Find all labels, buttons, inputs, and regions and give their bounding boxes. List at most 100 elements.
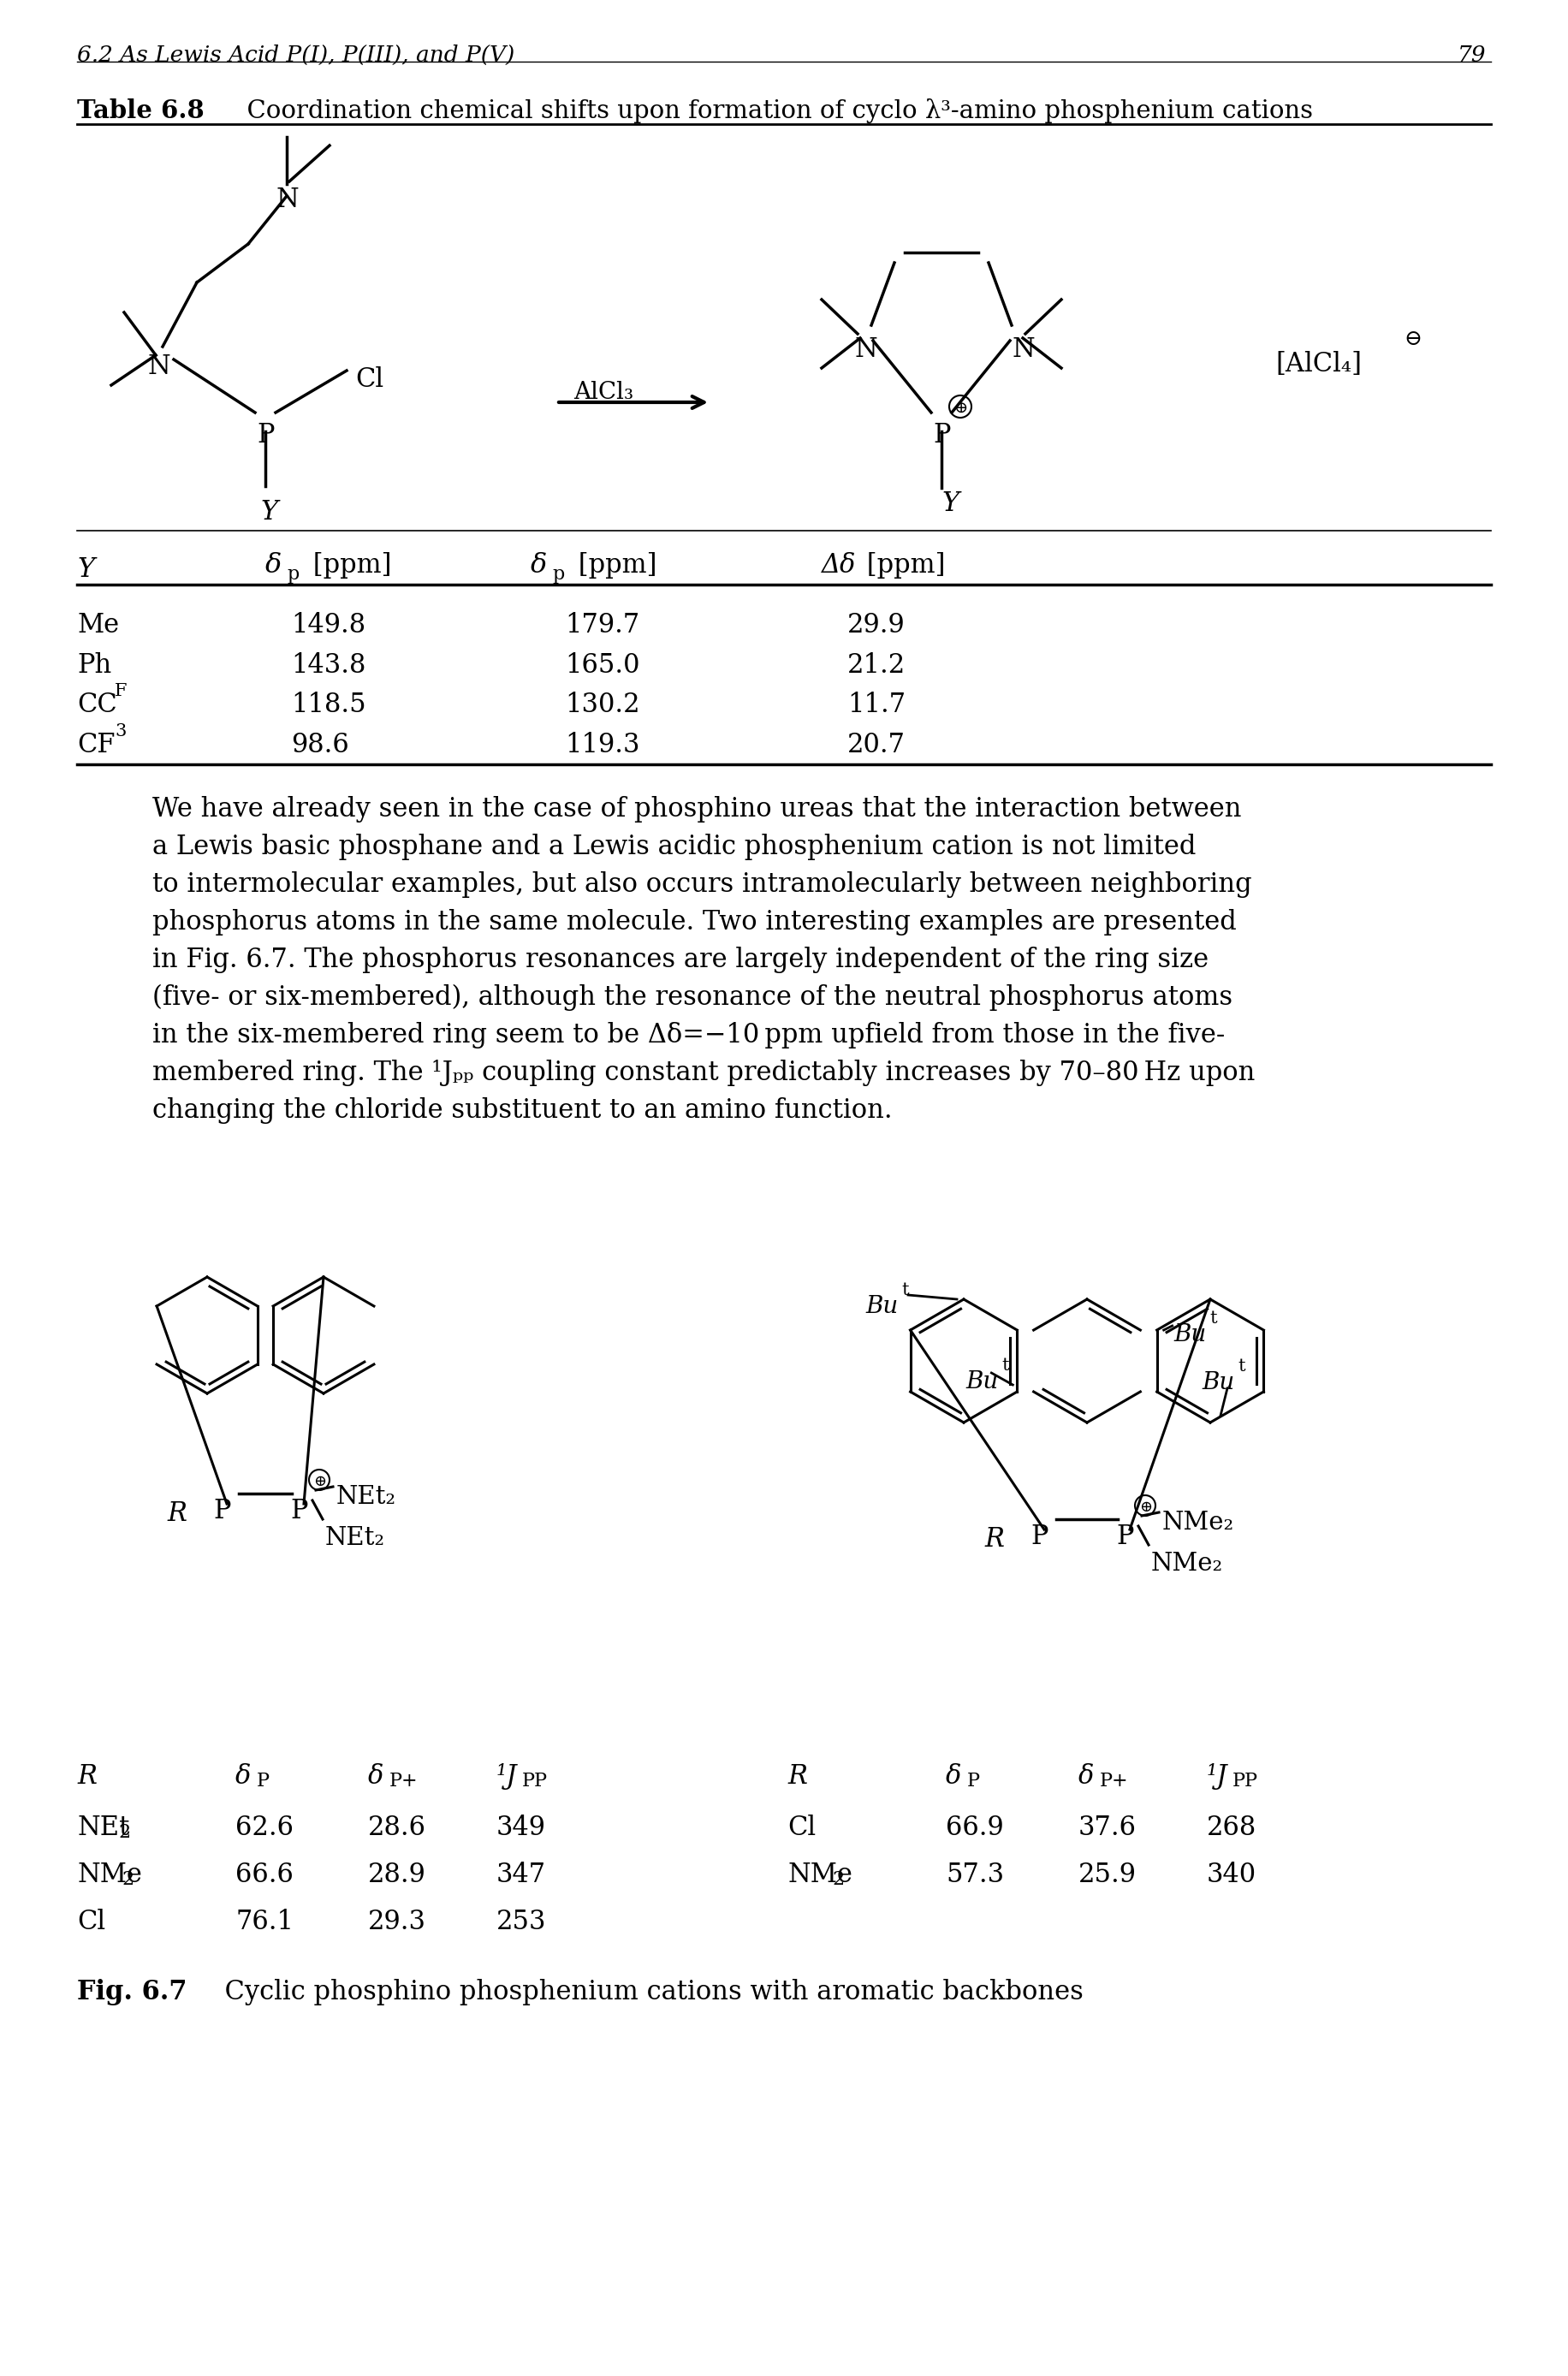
Text: p: p — [287, 565, 299, 584]
Text: N: N — [1011, 337, 1035, 364]
Text: P: P — [1030, 1523, 1047, 1549]
Text: δ: δ — [530, 551, 547, 580]
Text: δ: δ — [946, 1763, 961, 1789]
Text: P+: P+ — [389, 1772, 419, 1792]
Text: Δδ: Δδ — [822, 551, 856, 580]
Text: P: P — [967, 1772, 980, 1792]
Text: membered ring. The ¹Jₚₚ coupling constant predictably increases by 70–80 Hz upon: membered ring. The ¹Jₚₚ coupling constan… — [152, 1060, 1254, 1086]
Text: P: P — [933, 423, 950, 449]
Text: ⊕: ⊕ — [955, 402, 969, 416]
Text: CC: CC — [77, 691, 118, 718]
Text: Fig. 6.7: Fig. 6.7 — [77, 1979, 187, 2005]
Text: Cl: Cl — [356, 366, 384, 392]
Text: in Fig. 6.7. The phosphorus resonances are largely independent of the ring size: in Fig. 6.7. The phosphorus resonances a… — [152, 946, 1209, 974]
Text: δ: δ — [235, 1763, 251, 1789]
Text: Bu: Bu — [1201, 1371, 1234, 1395]
Text: ¹J: ¹J — [1207, 1763, 1228, 1789]
Text: [ppm]: [ppm] — [304, 551, 392, 580]
Text: ⊕: ⊕ — [314, 1473, 326, 1490]
Text: 66.6: 66.6 — [235, 1863, 293, 1889]
Text: AlCl₃: AlCl₃ — [574, 380, 633, 404]
Text: NEt₂: NEt₂ — [337, 1485, 397, 1509]
Text: Cyclic phosphino phosphenium cations with aromatic backbones: Cyclic phosphino phosphenium cations wit… — [209, 1979, 1083, 2005]
Text: 2: 2 — [122, 1870, 133, 1889]
Text: 79: 79 — [1458, 45, 1486, 67]
Text: changing the chloride substituent to an amino function.: changing the chloride substituent to an … — [152, 1098, 892, 1124]
Text: 347: 347 — [497, 1863, 546, 1889]
Text: [ppm]: [ppm] — [571, 551, 657, 580]
Text: 76.1: 76.1 — [235, 1908, 293, 1934]
Text: N: N — [276, 188, 298, 214]
Text: [AlCl₄]: [AlCl₄] — [1275, 352, 1361, 378]
Text: R: R — [787, 1763, 808, 1789]
Text: NMe: NMe — [77, 1863, 143, 1889]
Text: 179.7: 179.7 — [564, 613, 640, 639]
Text: in the six-membered ring seem to be Δδ=−10 ppm upfield from those in the five-: in the six-membered ring seem to be Δδ=−… — [152, 1022, 1225, 1048]
Text: 29.3: 29.3 — [368, 1908, 426, 1934]
Text: R: R — [166, 1499, 187, 1528]
Text: P+: P+ — [1099, 1772, 1129, 1792]
Text: 119.3: 119.3 — [564, 732, 640, 758]
Text: Me: Me — [77, 613, 119, 639]
Text: Coordination chemical shifts upon formation of cyclo λ³-amino phosphenium cation: Coordination chemical shifts upon format… — [230, 97, 1312, 124]
Text: 349: 349 — [497, 1815, 546, 1841]
Text: NEt₂: NEt₂ — [325, 1525, 386, 1549]
Text: 11.7: 11.7 — [847, 691, 906, 718]
Text: 130.2: 130.2 — [564, 691, 640, 718]
Text: 149.8: 149.8 — [292, 613, 365, 639]
Text: Y: Y — [941, 489, 958, 518]
Text: Table 6.8: Table 6.8 — [77, 97, 204, 124]
Text: Cl: Cl — [787, 1815, 815, 1841]
Text: R: R — [985, 1525, 1004, 1552]
Text: 340: 340 — [1207, 1863, 1256, 1889]
Text: δ: δ — [368, 1763, 384, 1789]
Text: Bu: Bu — [1174, 1323, 1207, 1347]
Text: δ: δ — [265, 551, 282, 580]
Text: 98.6: 98.6 — [292, 732, 350, 758]
Text: R: R — [77, 1763, 97, 1789]
Text: phosphorus atoms in the same molecule. Two interesting examples are presented: phosphorus atoms in the same molecule. T… — [152, 910, 1237, 936]
Text: Y: Y — [77, 556, 94, 582]
Text: 57.3: 57.3 — [946, 1863, 1004, 1889]
Text: 66.9: 66.9 — [946, 1815, 1004, 1841]
Text: ⊖: ⊖ — [1403, 330, 1422, 349]
Text: PP: PP — [522, 1772, 547, 1792]
Text: [ppm]: [ppm] — [858, 551, 946, 580]
Text: ⊕: ⊕ — [1140, 1499, 1152, 1516]
Text: Bu: Bu — [966, 1371, 999, 1392]
Text: 29.9: 29.9 — [847, 613, 905, 639]
Text: PP: PP — [1232, 1772, 1258, 1792]
Text: NEt: NEt — [77, 1815, 130, 1841]
Text: P: P — [213, 1497, 230, 1525]
Text: NMe₂: NMe₂ — [1151, 1552, 1223, 1575]
Text: 2: 2 — [833, 1870, 844, 1889]
Text: P: P — [290, 1497, 307, 1525]
Text: CF: CF — [77, 732, 114, 758]
Text: P: P — [257, 423, 274, 449]
Text: 62.6: 62.6 — [235, 1815, 293, 1841]
Text: NMe₂: NMe₂ — [1162, 1511, 1234, 1535]
Text: (five- or six-membered), although the resonance of the neutral phosphorus atoms: (five- or six-membered), although the re… — [152, 984, 1232, 1012]
Text: Cl: Cl — [77, 1908, 105, 1934]
Text: t: t — [1002, 1357, 1010, 1373]
Text: Ph: Ph — [77, 651, 111, 680]
Text: F: F — [114, 682, 127, 699]
Text: δ: δ — [1079, 1763, 1094, 1789]
Text: p: p — [552, 565, 564, 584]
Text: 21.2: 21.2 — [847, 651, 906, 680]
Text: a Lewis basic phosphane and a Lewis acidic phosphenium cation is not limited: a Lewis basic phosphane and a Lewis acid… — [152, 834, 1196, 860]
Text: P: P — [1116, 1523, 1134, 1549]
Text: t: t — [1210, 1312, 1217, 1326]
Text: Bu: Bu — [866, 1295, 898, 1319]
Text: t: t — [1237, 1359, 1245, 1376]
Text: 20.7: 20.7 — [847, 732, 906, 758]
Text: 253: 253 — [497, 1908, 547, 1934]
Text: to intermolecular examples, but also occurs intramolecularly between neighboring: to intermolecular examples, but also occ… — [152, 872, 1251, 898]
Text: 2: 2 — [118, 1822, 130, 1841]
Text: 25.9: 25.9 — [1079, 1863, 1137, 1889]
Text: 143.8: 143.8 — [292, 651, 365, 680]
Text: We have already seen in the case of phosphino ureas that the interaction between: We have already seen in the case of phos… — [152, 796, 1242, 822]
Text: 37.6: 37.6 — [1079, 1815, 1137, 1841]
Text: Y: Y — [260, 499, 278, 525]
Text: N: N — [855, 337, 877, 364]
